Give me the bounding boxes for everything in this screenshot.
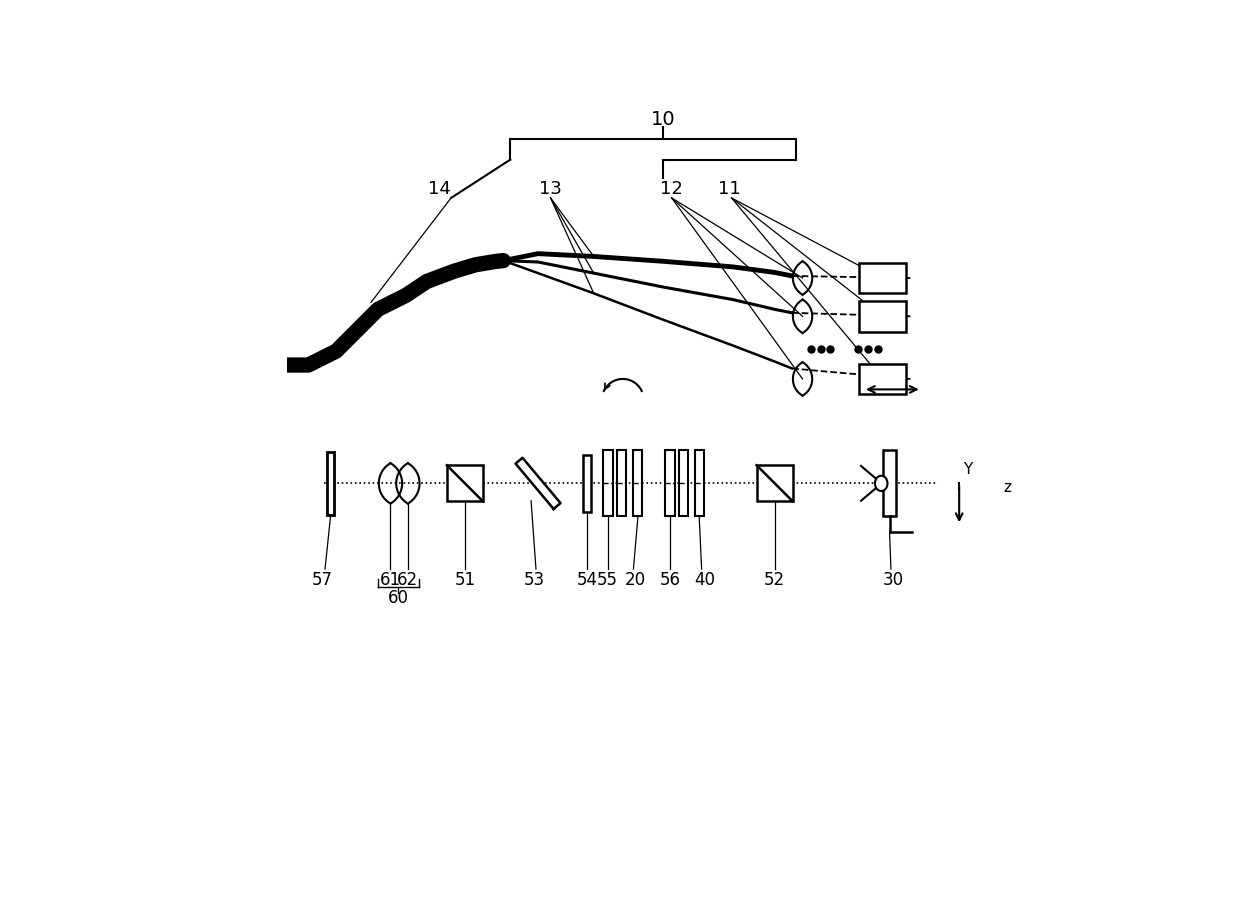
Bar <box>859 302 906 332</box>
Text: 30: 30 <box>883 571 904 589</box>
Bar <box>634 451 642 517</box>
Bar <box>859 364 906 395</box>
Bar <box>756 466 792 502</box>
Bar <box>678 451 688 517</box>
Text: 51: 51 <box>454 571 475 589</box>
Text: 20: 20 <box>625 571 646 589</box>
Polygon shape <box>516 459 560 509</box>
Bar <box>583 455 590 512</box>
Bar <box>327 452 335 515</box>
Bar <box>603 451 613 517</box>
Text: 40: 40 <box>694 571 715 589</box>
Bar <box>446 466 484 502</box>
Text: 11: 11 <box>718 180 740 198</box>
Text: 13: 13 <box>539 180 562 198</box>
Text: 52: 52 <box>764 571 785 589</box>
Text: 61: 61 <box>379 571 401 589</box>
Text: 57: 57 <box>311 571 332 589</box>
Bar <box>694 451 704 517</box>
Bar <box>666 451 675 517</box>
Text: 10: 10 <box>651 110 676 129</box>
Ellipse shape <box>875 476 888 491</box>
Text: 60: 60 <box>388 589 409 607</box>
Bar <box>883 451 895 517</box>
Bar <box>859 264 906 294</box>
Text: 56: 56 <box>660 571 681 589</box>
Text: 54: 54 <box>577 571 598 589</box>
Text: 12: 12 <box>660 180 683 198</box>
Text: 55: 55 <box>598 571 619 589</box>
Text: 14: 14 <box>428 180 450 198</box>
Text: z: z <box>1003 479 1011 495</box>
Bar <box>618 451 626 517</box>
Text: 62: 62 <box>397 571 418 589</box>
Text: 53: 53 <box>525 571 546 589</box>
Text: Y: Y <box>962 462 972 477</box>
